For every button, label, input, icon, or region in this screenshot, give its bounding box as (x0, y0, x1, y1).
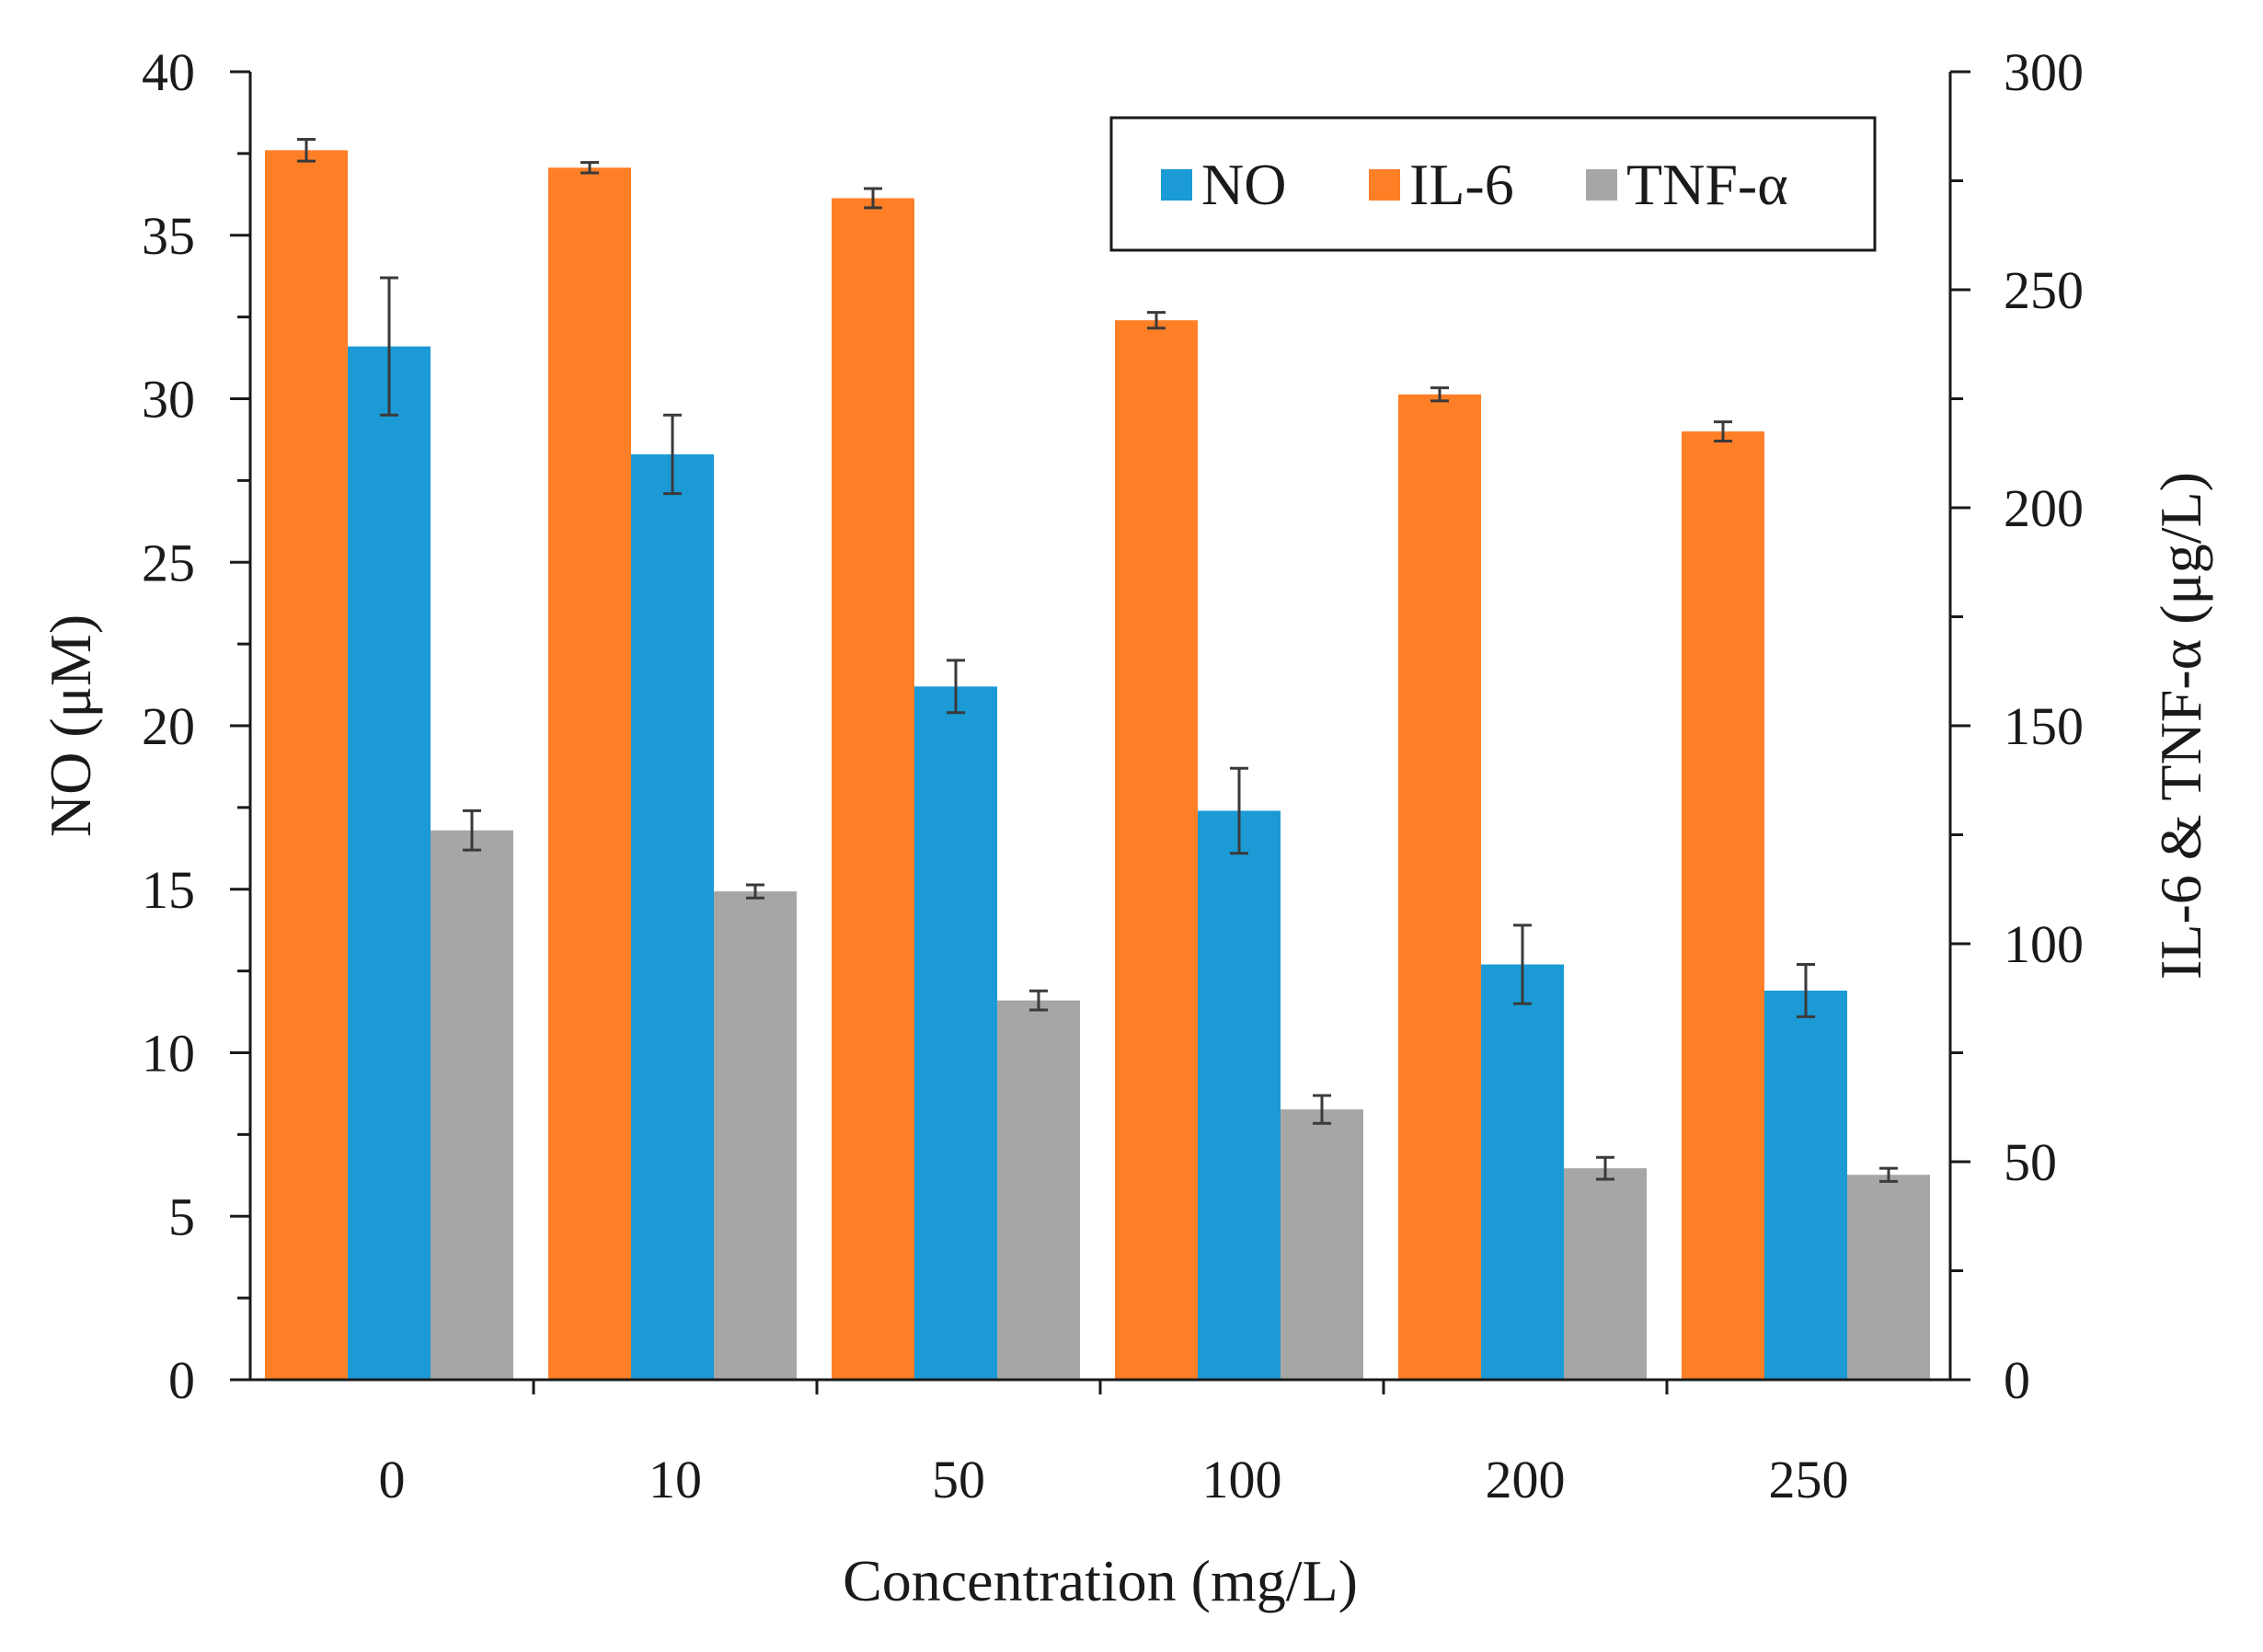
bar (1481, 964, 1564, 1380)
bar (1398, 394, 1481, 1380)
right-y-tick-label: 100 (2004, 914, 2084, 974)
error-bars-layer (297, 137, 1898, 1183)
x-axis-title: Concentration (mg/L) (843, 1548, 1358, 1613)
bar (265, 150, 348, 1380)
axes-layer: 0 5 10 15 20 25 30 35 40 0 50 100 150 200 250 300 0 10 50 1… (142, 42, 2084, 1509)
legend: NO IL-6 TNF-α (1109, 116, 1877, 252)
left-y-tick-label: 10 (142, 1024, 195, 1084)
bar (1198, 810, 1281, 1380)
x-tick-label: 0 (379, 1450, 406, 1509)
bar (548, 167, 631, 1380)
bar (348, 346, 431, 1380)
bar (1847, 1175, 1930, 1380)
bars-layer (265, 150, 1930, 1381)
ticks-layer: 0 5 10 15 20 25 30 35 40 0 50 100 150 200 250 300 0 10 50 1… (142, 42, 2084, 1509)
bar (431, 830, 513, 1380)
x-tick-label: 100 (1202, 1450, 1282, 1509)
x-tick-label: 50 (932, 1450, 985, 1509)
bar (1564, 1168, 1647, 1380)
bar (631, 453, 714, 1380)
legend-box (1109, 116, 1877, 252)
left-y-axis-title: NO (μM) (38, 614, 103, 837)
bar (714, 891, 797, 1380)
bar (1764, 990, 1847, 1380)
right-y-tick-label: 300 (2004, 42, 2084, 102)
bar (997, 1000, 1080, 1380)
left-y-tick-label: 20 (142, 696, 195, 756)
legend-swatch (1161, 169, 1192, 201)
bar (1682, 431, 1764, 1380)
left-y-tick-label: 40 (142, 42, 195, 102)
x-tick-label: 10 (649, 1450, 702, 1509)
legend-label: NO (1201, 152, 1286, 217)
legend-swatch (1586, 169, 1617, 201)
bar (914, 686, 997, 1380)
legend-swatch (1369, 169, 1400, 201)
left-y-tick-label: 30 (142, 370, 195, 430)
x-tick-label: 200 (1486, 1450, 1566, 1509)
legend-label: TNF-α (1626, 152, 1788, 217)
bar (1115, 320, 1198, 1381)
x-tick-label: 250 (1769, 1450, 1849, 1509)
legend-label: IL-6 (1409, 152, 1514, 217)
right-y-tick-label: 0 (2004, 1350, 2030, 1410)
right-y-tick-label: 50 (2004, 1132, 2057, 1192)
left-y-tick-label: 35 (142, 206, 195, 266)
bar (1281, 1109, 1363, 1380)
left-y-tick-label: 0 (168, 1350, 195, 1410)
bar (832, 198, 914, 1381)
right-y-axis-title: IL-6 & TNF-α (μg/L) (2148, 472, 2213, 980)
left-y-tick-label: 25 (142, 533, 195, 592)
right-y-tick-label: 150 (2004, 696, 2084, 756)
left-y-tick-label: 15 (142, 860, 195, 920)
right-y-tick-label: 200 (2004, 478, 2084, 538)
right-y-tick-label: 250 (2004, 260, 2084, 320)
left-y-tick-label: 5 (168, 1187, 195, 1246)
